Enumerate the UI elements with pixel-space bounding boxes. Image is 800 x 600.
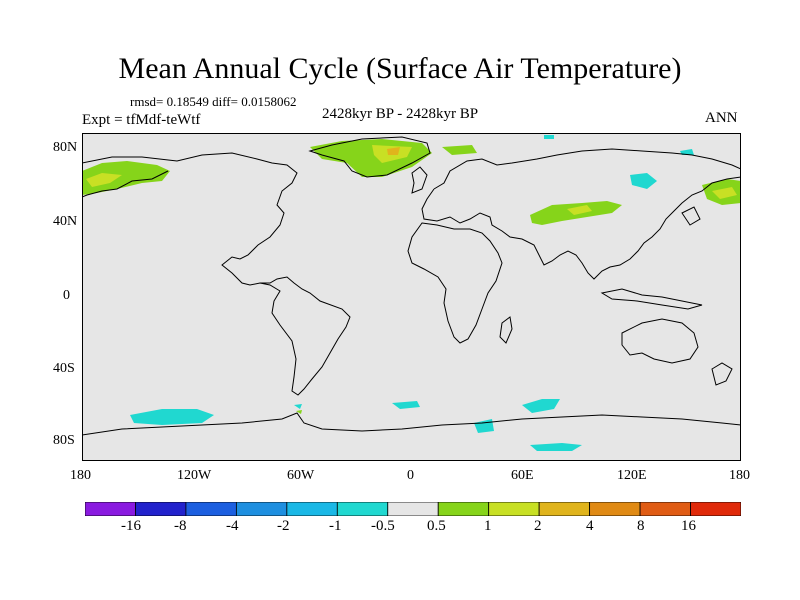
antarctica-coast [82,412,741,436]
colorbar-label: 4 [586,518,594,534]
y-tick-label: 40N [53,214,78,229]
greenland-coast [308,136,431,178]
warm-patch-alaska [82,161,170,195]
y-tick-label: 80S [53,433,75,448]
x-tick-label: 120W [177,468,212,483]
x-tick-label: 120E [617,468,647,483]
alaska-coast [82,170,169,198]
colorbar-swatch [488,502,540,516]
cool-anomaly-patches [130,135,694,451]
eurasia-north-coast [433,148,741,190]
period-label: 2428kyr BP - 2428kyr BP [322,106,479,122]
y-tick-label: 80N [53,140,78,155]
americas-coast [82,152,351,396]
x-tick-label: 0 [407,468,414,483]
colorbar-swatch [336,502,389,516]
britain-coast [411,166,428,194]
japan-coast [681,206,701,226]
y-tick-label: 0 [63,288,70,303]
colorbar-swatch [639,502,691,516]
warm-patch-central-asia-core [567,205,592,215]
colorbar-label: -4 [226,518,239,534]
warm-patch-alaska-core [86,173,122,187]
warm-patch-greenland-peak [387,147,400,155]
colorbar-label: -0.5 [371,518,395,534]
cool-patch-siberia [630,173,657,189]
indonesia-coast [600,288,703,310]
experiment-label: Expt = tfMdf-teWtf [82,112,201,128]
colorbar-label: 1 [484,518,492,534]
colorbar [85,502,741,516]
colorbar-swatch [387,502,439,516]
colorbar-label: 16 [681,518,696,534]
colorbar-label: -2 [277,518,290,534]
world-map [82,133,741,461]
colorbar-label: 2 [534,518,542,534]
colorbar-swatch [589,502,641,516]
cool-patch-arctic-small [544,135,554,139]
colorbar-label: -1 [329,518,342,534]
colorbar-swatch [286,502,338,516]
warm-patch-iceland [442,145,477,155]
colorbar-swatch [690,502,741,516]
colorbar-label: 8 [637,518,645,534]
warm-anomaly-patches [82,139,741,225]
x-tick-label: 180 [70,468,91,483]
cool-patch-arctic [680,149,694,155]
cool-patch-weddell [392,401,420,409]
map-frame [82,133,741,461]
rmsd-diff-stats: rmsd= 0.18549 diff= 0.0158062 [130,94,297,109]
colorbar-label: -8 [174,518,187,534]
warm-patch-kamchatka-core [712,187,737,199]
y-tick-label: 40S [53,361,75,376]
colorbar-label: -16 [121,518,141,534]
cool-patch-drake [294,404,302,409]
colorbar-swatch [235,502,288,516]
cool-patch-southern-ocean [530,443,582,451]
australia-coast [621,318,699,364]
colorbar-swatch [135,502,187,516]
colorbar-swatch [85,502,136,516]
coastlines [82,136,741,436]
africa-coast [407,222,503,344]
new-zealand-coast [711,362,733,386]
cool-patch-indian-ocean [522,399,560,413]
colorbar-label: 0.5 [427,518,446,534]
colorbar-swatch [185,502,237,516]
eurasia-south-coast [421,176,741,280]
warm-patch-drake [296,410,302,414]
x-tick-label: 60W [287,468,315,483]
x-tick-label: 60E [511,468,534,483]
colorbar-swatch [437,502,490,516]
colorbar-swatch [538,502,591,516]
season-label: ANN [705,110,738,126]
madagascar-coast [499,316,513,344]
chart-title: Mean Annual Cycle (Surface Air Temperatu… [118,52,682,85]
x-tick-label: 180 [729,468,750,483]
cool-patch-ross-sea [130,409,214,425]
